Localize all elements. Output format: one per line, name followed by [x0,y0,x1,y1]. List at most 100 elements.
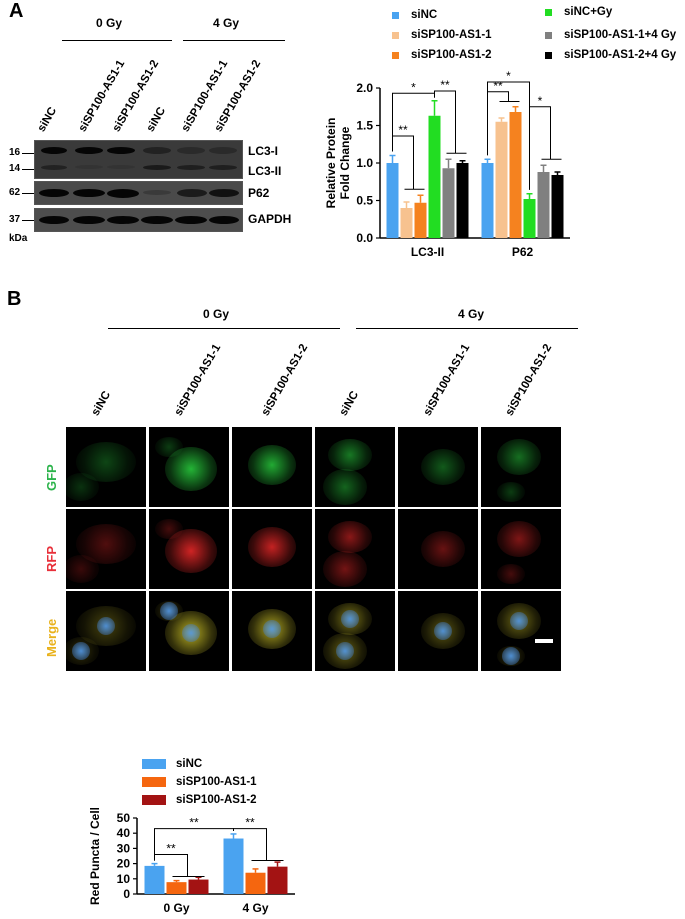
legend-item: siNC [392,9,437,21]
significance-label: * [538,94,543,108]
lane-label: siNC [35,105,60,134]
micrograph-tile [148,508,230,590]
significance-bracket [233,828,267,861]
column-label: siNC [89,389,114,418]
y-axis-label: Fold Change [338,126,352,199]
legend-label: siSP100-AS1-1 [411,29,492,41]
cell-blob [165,529,217,573]
bar [442,168,455,238]
micrograph-tile [65,508,147,590]
blot-gapdh [34,208,243,232]
band-label-gapdh: GAPDH [248,212,292,226]
y-axis-label: Red Puncta / Cell [88,808,102,905]
cell-blob [497,521,541,557]
column-label: siSP100-AS1-1 [421,342,473,418]
legend-item: siSP100-AS1-1 [392,29,492,41]
nucleus-blob [510,612,528,630]
dose-4-rule-b [356,328,578,329]
legend-label: siSP100-AS1-2 [411,49,492,61]
row-label-rfp: RFP [44,546,59,572]
bar [144,865,165,894]
y-tick-label: 0 [123,887,130,901]
cell-blob [248,527,296,567]
cell-blob [165,447,217,491]
dose-0-rule [62,40,172,41]
micrograph-tile [480,508,562,590]
y-tick-label: 20 [117,857,131,871]
significance-bracket [392,135,414,190]
significance-label: * [506,70,511,83]
bar [495,121,508,238]
y-tick-label: 30 [117,841,131,855]
significance-label: ** [398,123,408,137]
nucleus-blob [97,617,115,635]
bar [166,882,187,894]
row-label-gfp: GFP [44,464,59,491]
cell-blob [66,473,99,501]
cell-blob [421,449,465,485]
micrograph-tile [232,591,312,671]
cell-blob [76,524,136,564]
nucleus-blob [341,610,359,628]
cell-blob [248,445,296,485]
bar [400,208,413,238]
band-label-p62: P62 [248,186,270,200]
cell-blob [497,439,541,475]
micrograph-tile [66,591,146,671]
y-tick-label: 0.5 [356,194,373,208]
micrograph-tile [397,508,479,590]
legend-item: siSP100-AS1-1 [142,776,257,788]
column-label: siSP100-AS1-2 [503,342,555,418]
significance-label: * [411,80,416,94]
significance-label: ** [166,841,176,855]
marker-tick [22,220,34,221]
cell-blob [66,555,99,583]
y-tick-label: 40 [117,826,131,840]
marker-14: 14 [9,163,21,174]
micrograph-tile [148,426,230,508]
row-label-merge: Merge [44,618,59,657]
nucleus-blob [160,602,178,620]
y-tick-label: 2.0 [356,81,373,95]
lane-label: siNC [144,105,169,134]
kda-label: kDa [9,233,28,244]
cell-blob [76,442,136,482]
column-label: siNC [337,389,362,418]
dose-4-header: 4 Gy [213,16,240,30]
dose-0-header: 0 Gy [96,16,123,30]
micrograph-tile [314,426,396,508]
bar [551,175,564,238]
micrograph-tile [149,591,229,671]
blot-p62 [34,181,243,205]
x-category-label: P62 [512,245,534,259]
dose-4-rule [183,40,285,41]
micrograph-tile [315,591,395,671]
y-tick-label: 0.0 [356,231,373,245]
micrograph-tile [480,426,562,508]
legend-label: siNC [411,9,438,21]
significance-label: ** [189,816,199,830]
bar [414,202,427,238]
x-category-label: LC3-II [411,245,444,259]
legend-item: siSP100-AS1-2 [392,49,492,61]
nucleus-blob [336,642,354,660]
bar [386,163,399,238]
x-category-label: 0 Gy [163,901,189,915]
significance-label: ** [440,78,450,92]
legend-item: siNC+Gy [545,6,612,18]
y-tick-label: 10 [117,872,131,886]
nucleus-blob [72,642,90,660]
micrograph-tile [231,426,313,508]
cell-blob [421,531,465,567]
micrograph-tile [397,426,479,508]
cell-blob [155,519,183,539]
legend-item: siSP100-AS1-2+4 Gy [545,49,676,61]
bar [537,172,550,238]
bar [428,115,441,238]
scale-bar [535,639,553,643]
cell-blob [323,469,367,505]
bar [223,838,244,894]
y-tick-label: 50 [117,811,131,825]
legend-label: siNC [176,758,203,770]
